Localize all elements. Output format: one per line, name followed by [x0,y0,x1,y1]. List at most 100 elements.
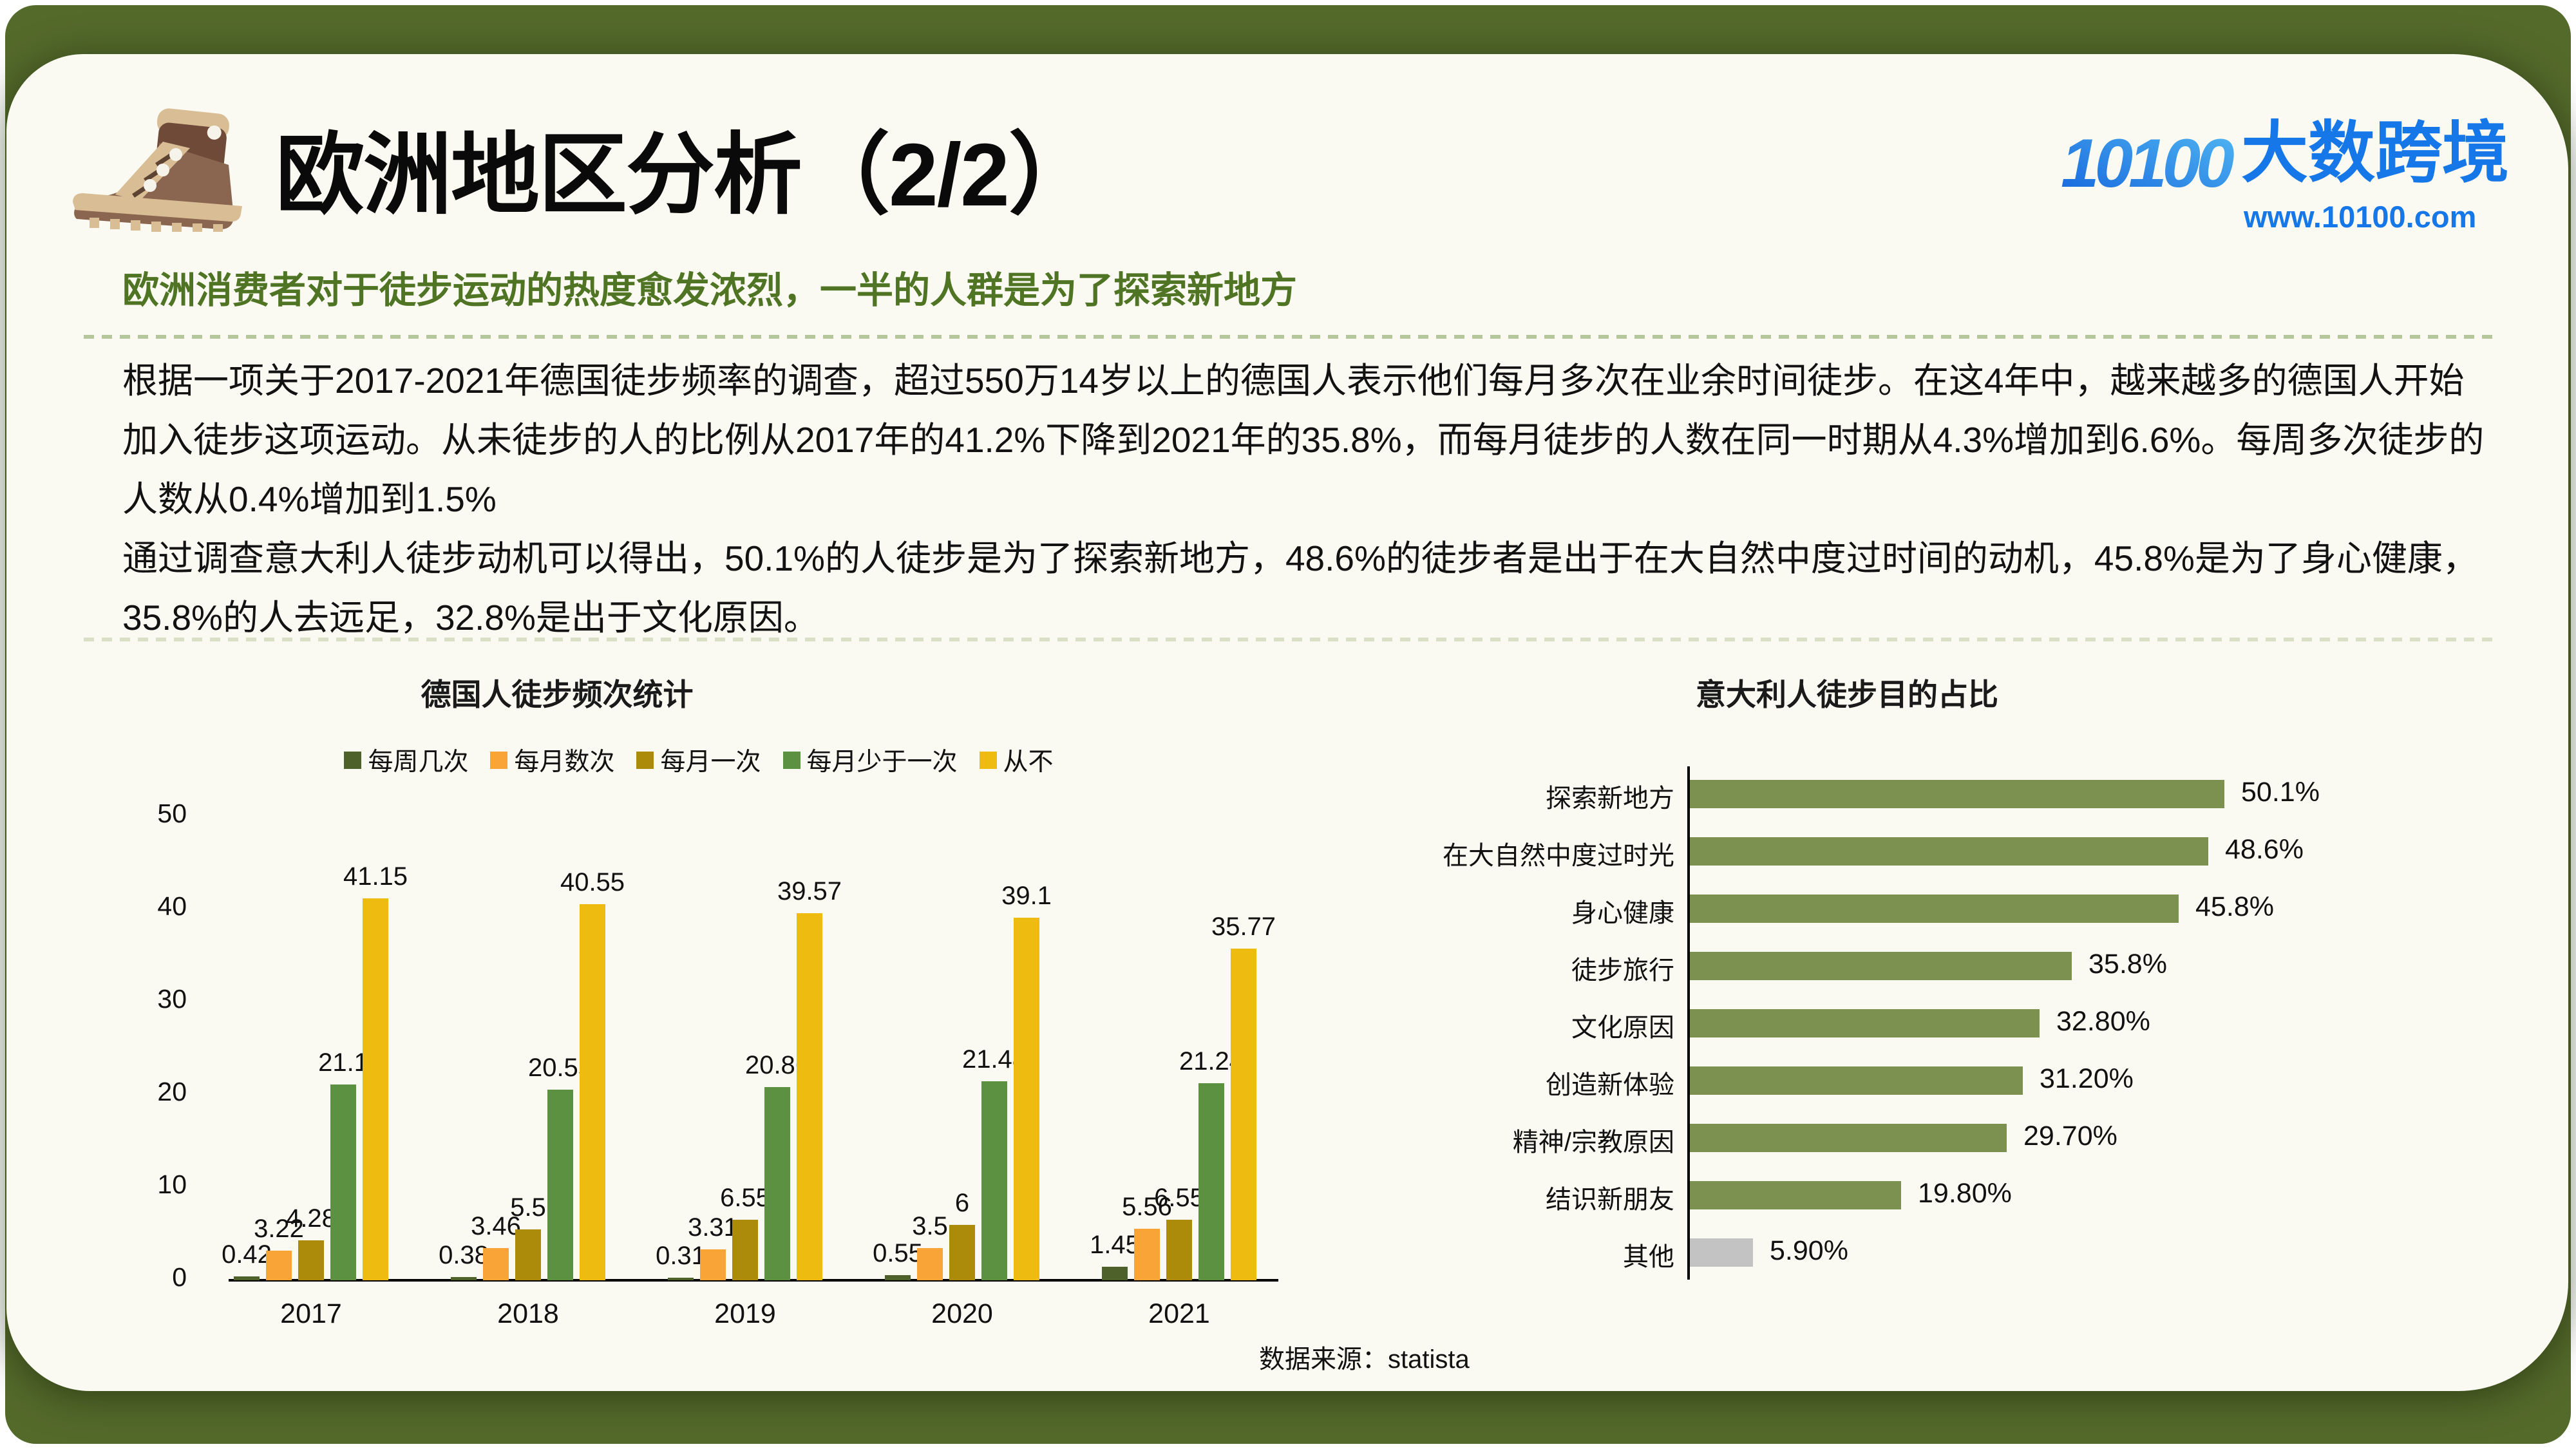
hbar-category-label: 结识新朋友 [1546,1186,1674,1214]
bar-2021-每月数次 [1134,1229,1160,1280]
legend-label: 每周几次 [368,748,469,776]
bar-2018-每月数次 [483,1248,509,1280]
hbar-category-label: 其他 [1623,1243,1674,1271]
hbar-身心健康 [1690,895,2179,923]
bar-value-label: 41.15 [343,862,408,891]
bar-2019-每月数次 [700,1249,726,1280]
svg-text:10100: 10100 [2061,124,2234,202]
source-note: 数据来源：statista [1259,1345,1470,1374]
bar-2019-每月一次 [732,1220,758,1280]
bar-2021-每周几次 [1102,1267,1128,1280]
divider-top [84,335,2494,339]
y-axis-tick-label: 30 [157,984,187,1014]
hbar-value-label: 45.8% [2195,891,2274,922]
bar-2017-每月一次 [298,1240,324,1280]
hbar-value-label: 5.90% [1770,1235,1848,1266]
legend-item: 每月少于一次 [782,742,958,778]
hbar-category-label: 身心健康 [1571,899,1674,927]
x-axis-category-label: 2021 [1148,1298,1210,1329]
legend-label: 每月数次 [514,748,615,776]
hbar-category-label: 探索新地方 [1546,784,1674,813]
bar-2017-从不 [363,898,388,1280]
hbar-category-label: 徒步旅行 [1571,956,1674,985]
y-axis-tick-label: 50 [157,799,187,828]
bar-2019-每周几次 [668,1278,694,1280]
bar-2017-每月数次 [266,1251,292,1280]
y-axis-tick-label: 20 [157,1077,187,1106]
legend-swatch [636,751,654,769]
legend-swatch [782,751,800,769]
y-axis-tick-label: 10 [157,1170,187,1199]
legend-label: 从不 [1003,748,1054,776]
paragraph-germany: 根据一项关于2017-2021年德国徒步频率的调查，超过550万14岁以上的德国… [122,361,2485,519]
bar-value-label: 6.55 [720,1184,770,1212]
hbar-value-label: 31.20% [2040,1063,2134,1094]
bar-2020-每月一次 [949,1225,975,1280]
x-axis-category-label: 2019 [714,1298,776,1329]
hbar-value-label: 50.1% [2241,777,2320,808]
bar-2021-每月一次 [1166,1220,1192,1280]
bar-value-label: 6 [954,1189,970,1217]
italy-axis-line [1687,766,1690,1280]
bar-value-label: 0.55 [873,1239,923,1267]
bar-value-label: 6.55 [1154,1184,1204,1212]
hbar-探索新地方 [1690,780,2224,808]
hbar-value-label: 29.70% [2023,1121,2117,1151]
legend-label: 每月少于一次 [806,748,958,776]
y-axis-tick-label: 40 [157,891,187,921]
bar-2018-从不 [580,904,605,1280]
body-text: 根据一项关于2017-2021年德国徒步频率的调查，超过550万14岁以上的德国… [122,351,2492,647]
bar-value-label: 39.1 [1001,882,1052,910]
hbar-value-label: 19.80% [1918,1178,2012,1209]
content-card [6,54,2568,1391]
hbar-category-label: 精神/宗教原因 [1512,1128,1674,1157]
bar-2017-每月少于一次 [330,1084,356,1280]
hbar-结识新朋友 [1690,1181,1901,1209]
bar-2020-每周几次 [885,1275,911,1280]
paragraph-italy: 通过调查意大利人徒步动机可以得出，50.1%的人徒步是为了探索新地方，48.6%… [122,538,2478,638]
divider-bottom [84,638,2494,641]
y-axis-tick-label: 0 [172,1262,187,1292]
bar-value-label: 0.42 [222,1240,272,1269]
bar-value-label: 1.45 [1090,1231,1140,1259]
bar-2021-每月少于一次 [1198,1083,1224,1280]
bar-2018-每月一次 [515,1229,541,1280]
bar-value-label: 5.56 [1122,1193,1172,1221]
hbar-徒步旅行 [1690,952,2072,980]
bar-value-label: 3.31 [688,1213,738,1242]
legend-item: 从不 [979,742,1054,778]
hbar-精神/宗教原因 [1690,1124,2007,1152]
italy-chart-title: 意大利人徒步目的占比 [1696,677,1998,712]
bar-value-label: 3.5 [912,1212,948,1240]
legend-swatch [490,751,508,769]
hbar-创造新体验 [1690,1066,2023,1095]
hbar-在大自然中度过时光 [1690,837,2208,866]
legend-swatch [979,751,997,769]
bar-2021-从不 [1231,949,1256,1280]
brand-name: 大数跨境 [2241,116,2510,191]
bar-2017-每周几次 [234,1276,260,1280]
x-axis-category-label: 2017 [280,1298,342,1329]
bar-2018-每月少于一次 [547,1090,573,1280]
hbar-value-label: 48.6% [2225,834,2304,865]
x-axis-line [229,1279,1278,1282]
bar-2020-每月数次 [917,1248,943,1280]
hiking-boot-icon [73,108,242,232]
brand-url: www.10100.com [2244,200,2477,234]
hbar-其他 [1690,1238,1753,1267]
x-axis-category-label: 2020 [931,1298,993,1329]
hbar-category-label: 在大自然中度过时光 [1443,842,1674,870]
bar-value-label: 5.5 [510,1193,546,1222]
hbar-value-label: 35.8% [2088,949,2167,980]
legend-item: 每月数次 [490,742,614,778]
page-title: 欧洲地区分析（2/2） [276,126,1097,225]
bar-2020-从不 [1014,918,1039,1280]
legend-item: 每周几次 [344,742,468,778]
bar-value-label: 0.31 [656,1242,706,1270]
bar-value-label: 40.55 [560,868,625,896]
hbar-文化原因 [1690,1009,2040,1037]
hbar-value-label: 32.80% [2056,1006,2150,1037]
legend-label: 每月一次 [660,748,761,776]
bar-value-label: 0.38 [439,1241,489,1269]
